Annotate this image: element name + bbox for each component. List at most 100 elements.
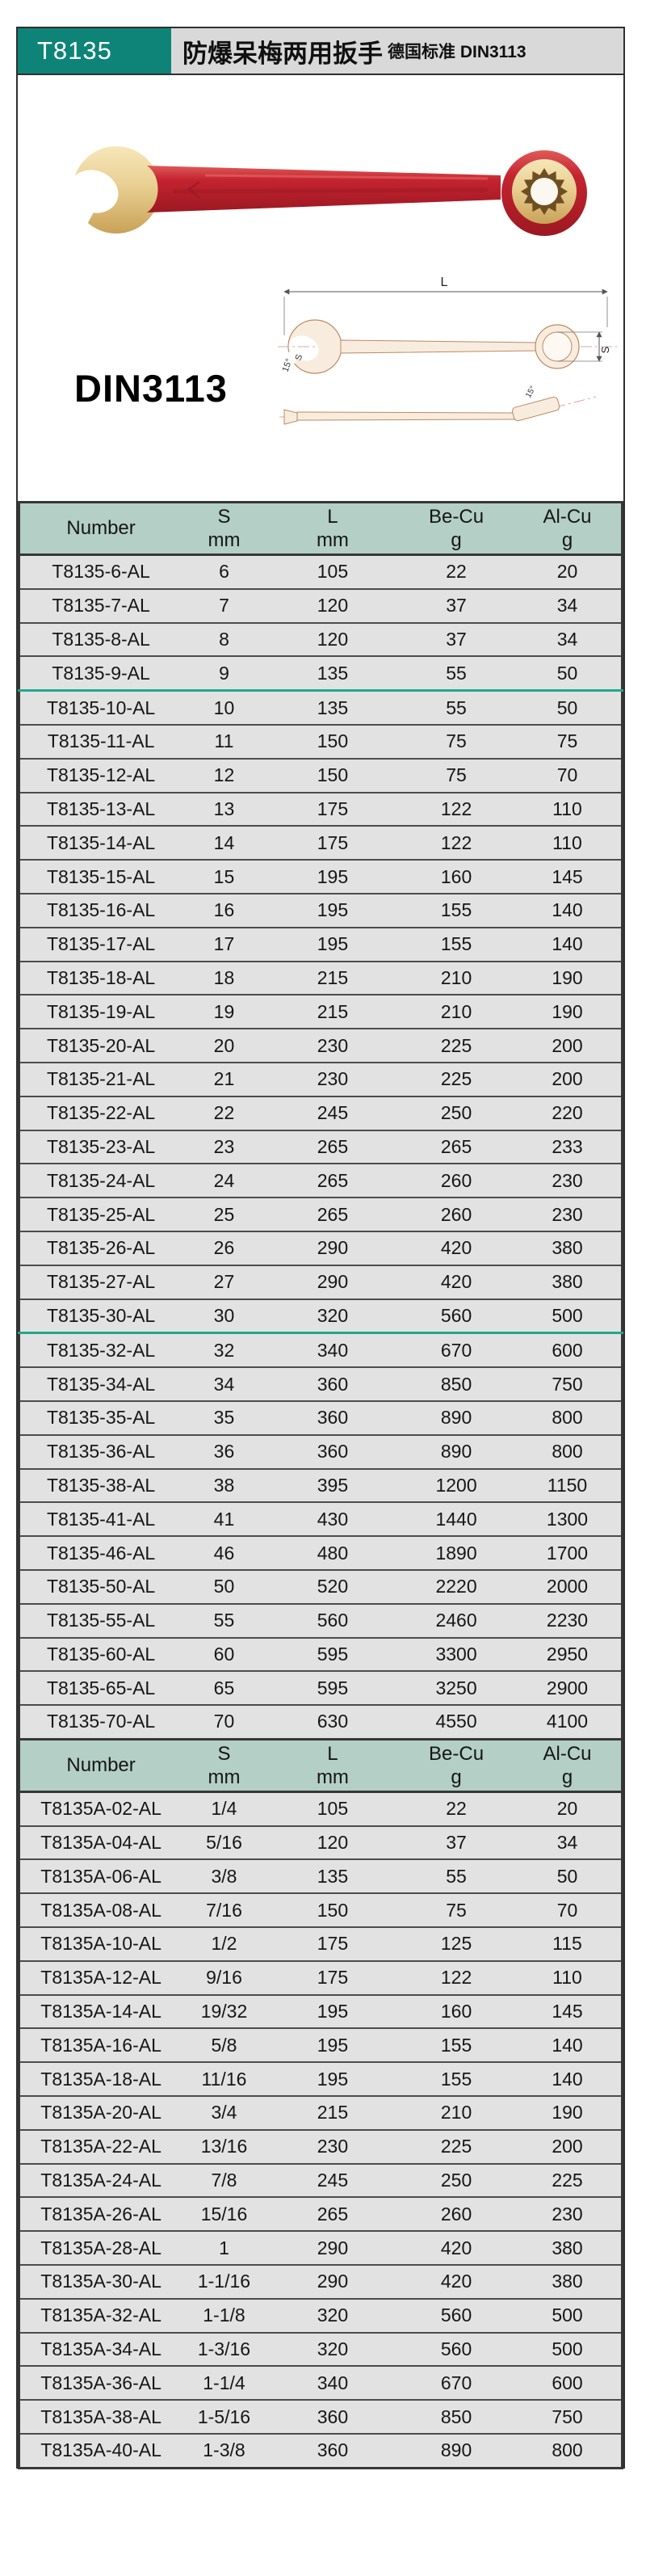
cell-alcu-weight: 225 <box>514 2162 623 2199</box>
spec-table-body-metric: T8135-6-AL 6 105 22 20 T8135-7-AL 7 120 … <box>19 554 623 1740</box>
cell-number: T8135A-34-AL <box>19 2331 182 2368</box>
table-row: T8135-12-AL 12 150 75 70 <box>19 757 623 793</box>
spec-table-body-imperial: T8135A-02-AL 1/4 105 22 20 T8135A-04-AL … <box>19 1791 623 2469</box>
cell-number: T8135-15-AL <box>19 859 182 894</box>
cell-number: T8135A-24-AL <box>19 2162 182 2199</box>
cell-alcu-weight: 50 <box>514 689 623 726</box>
cell-length: 175 <box>266 1959 400 1996</box>
table-row: T8135-41-AL 41 430 1440 1300 <box>19 1501 623 1538</box>
cell-length: 360 <box>266 1400 400 1436</box>
cell-length: 320 <box>266 2331 400 2368</box>
cell-becu-weight: 260 <box>399 1163 514 1199</box>
table-row: T8135-14-AL 14 175 122 110 <box>19 825 623 861</box>
cell-becu-weight: 420 <box>399 1264 514 1300</box>
table-row: T8135A-16-AL 5/8 195 155 140 <box>19 2027 623 2064</box>
table-row: T8135-21-AL 21 230 225 200 <box>19 1061 623 1097</box>
wrench-open-end <box>73 146 160 234</box>
cell-alcu-weight: 110 <box>514 1959 623 1996</box>
cell-length: 290 <box>266 1264 400 1300</box>
table-row: T8135A-20-AL 3/4 215 210 190 <box>19 2095 623 2131</box>
cell-size: 36 <box>182 1433 266 1470</box>
cell-length: 480 <box>266 1535 400 1571</box>
cell-alcu-weight: 800 <box>514 1433 623 1470</box>
cell-becu-weight: 155 <box>399 2027 514 2064</box>
cell-becu-weight: 75 <box>399 723 514 760</box>
cell-becu-weight: 160 <box>399 1993 514 2030</box>
cell-length: 215 <box>266 994 400 1030</box>
cell-number: T8135A-14-AL <box>19 1993 182 2030</box>
cell-length: 360 <box>266 2399 400 2435</box>
cell-size: 65 <box>182 1670 266 1707</box>
cell-length: 360 <box>266 1366 400 1402</box>
cell-number: T8135A-40-AL <box>19 2433 182 2469</box>
cell-length: 290 <box>266 1230 400 1266</box>
cell-becu-weight: 37 <box>399 587 514 624</box>
cell-size: 32 <box>182 1332 266 1369</box>
cell-number: T8135A-12-AL <box>19 1959 182 1996</box>
cell-becu-weight: 850 <box>399 2399 514 2435</box>
cell-becu-weight: 122 <box>399 825 514 861</box>
cell-length: 245 <box>266 1095 400 1131</box>
cell-length: 320 <box>266 2297 400 2334</box>
cell-size: 13 <box>182 791 266 827</box>
cell-alcu-weight: 380 <box>514 1264 623 1300</box>
cell-alcu-weight: 34 <box>514 621 623 658</box>
cell-number: T8135A-02-AL <box>19 1791 182 1827</box>
cell-size: 15 <box>182 859 266 894</box>
page-title: 防爆呆梅两用扳手 <box>182 39 383 68</box>
cell-size: 46 <box>182 1535 266 1571</box>
col-header-alcu: Al-Cu g <box>514 501 623 556</box>
table-row: T8135A-24-AL 7/8 245 250 225 <box>19 2162 623 2199</box>
cell-number: T8135-25-AL <box>19 1197 182 1232</box>
table-row: T8135A-28-AL 1 290 420 380 <box>19 2230 623 2267</box>
cell-alcu-weight: 2000 <box>514 1568 623 1605</box>
cell-number: T8135A-22-AL <box>19 2128 182 2165</box>
cell-size: 1-5/16 <box>182 2399 266 2435</box>
drawing-open-end <box>287 319 342 374</box>
table-row: T8135-7-AL 7 120 37 34 <box>19 587 623 624</box>
table-row: T8135-35-AL 35 360 890 800 <box>19 1400 623 1436</box>
cell-alcu-weight: 1700 <box>514 1535 623 1571</box>
cell-becu-weight: 250 <box>399 1095 514 1131</box>
cell-size: 9 <box>182 655 266 692</box>
table-row: T8135-9-AL 9 135 55 50 <box>19 655 623 692</box>
table-row: T8135-70-AL 70 630 4550 4100 <box>19 1704 623 1740</box>
table-row: T8135-19-AL 19 215 210 190 <box>19 994 623 1030</box>
cell-length: 175 <box>266 1926 400 1962</box>
cell-alcu-weight: 140 <box>514 892 623 928</box>
cell-size: 7/16 <box>182 1892 266 1929</box>
cell-alcu-weight: 145 <box>514 1993 623 2030</box>
dim-length-label: L <box>441 276 448 289</box>
cell-length: 215 <box>266 2095 400 2131</box>
cell-alcu-weight: 380 <box>514 2264 623 2300</box>
cell-size: 11/16 <box>182 2061 266 2098</box>
cell-becu-weight: 225 <box>399 1061 514 1097</box>
cell-number: T8135-34-AL <box>19 1366 182 1402</box>
table-row: T8135-34-AL 34 360 850 750 <box>19 1366 623 1402</box>
table-row: T8135A-14-AL 19/32 195 160 145 <box>19 1993 623 2030</box>
cell-size: 11 <box>182 723 266 760</box>
cell-alcu-weight: 50 <box>514 655 623 692</box>
cell-alcu-weight: 70 <box>514 1892 623 1929</box>
cell-becu-weight: 155 <box>399 892 514 928</box>
cell-number: T8135A-06-AL <box>19 1858 182 1895</box>
cell-size: 8 <box>182 621 266 658</box>
cell-becu-weight: 125 <box>399 1926 514 1962</box>
cell-alcu-weight: 190 <box>514 2095 623 2131</box>
cell-size: 6 <box>182 554 266 590</box>
table-row: T8135A-40-AL 1-3/8 360 890 800 <box>19 2433 623 2469</box>
cell-becu-weight: 122 <box>399 1959 514 1996</box>
table-row: T8135A-32-AL 1-1/8 320 560 500 <box>19 2297 623 2334</box>
cell-alcu-weight: 500 <box>514 2331 623 2368</box>
cell-length: 265 <box>266 1129 400 1165</box>
table-row: T8135A-26-AL 15/16 265 260 230 <box>19 2196 623 2233</box>
cell-alcu-weight: 500 <box>514 1298 623 1335</box>
cell-length: 265 <box>266 2196 400 2233</box>
cell-number: T8135-12-AL <box>19 757 182 793</box>
cell-number: T8135-10-AL <box>19 689 182 726</box>
cell-length: 195 <box>266 2027 400 2064</box>
cell-number: T8135-19-AL <box>19 994 182 1030</box>
cell-alcu-weight: 230 <box>514 1163 623 1199</box>
table-row: T8135-25-AL 25 265 260 230 <box>19 1197 623 1232</box>
